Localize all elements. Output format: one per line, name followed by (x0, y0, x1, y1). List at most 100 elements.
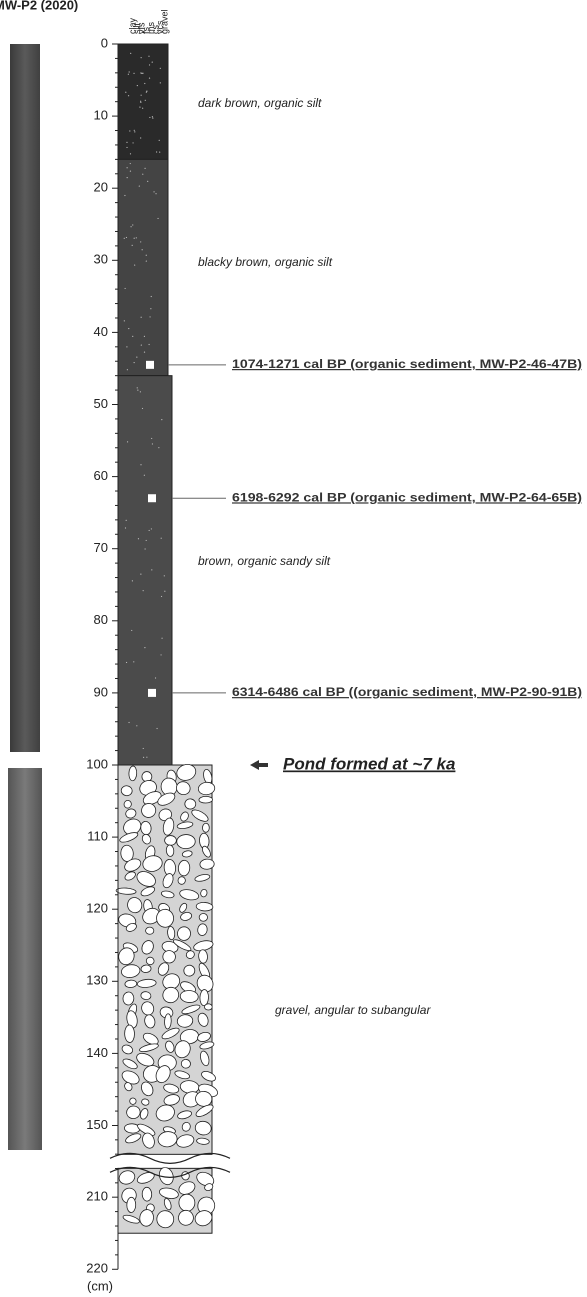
silt-speckle (126, 662, 127, 663)
sample-label: 1074-1271 cal BP (organic sediment, MW-P… (232, 357, 582, 371)
silt-speckle (146, 255, 147, 256)
arrow (250, 760, 268, 770)
silt-speckle (136, 725, 137, 726)
tick-label: 220 (86, 1261, 108, 1276)
depth-axis: 0102030405060708090100110120130140150210… (86, 35, 118, 1275)
core-photo (10, 44, 40, 752)
silt-speckle (142, 249, 143, 250)
silt-speckle (148, 56, 149, 57)
silt-speckle (141, 317, 142, 318)
silt-speckle (130, 153, 131, 154)
grain-size-label: gravel (160, 9, 170, 34)
tick-label: 80 (94, 612, 108, 627)
gravel-clast (199, 796, 213, 803)
silt-speckle (155, 677, 156, 678)
silt-speckle (149, 64, 150, 65)
silt-speckle (124, 238, 125, 239)
silt-speckle (134, 131, 135, 132)
silt-speckle (125, 527, 126, 528)
gravel-clast (146, 927, 154, 934)
silt-speckle (143, 590, 144, 591)
gravel-clast (199, 913, 207, 921)
silt-speckle (126, 147, 127, 148)
layer-description: blacky brown, organic silt (198, 255, 333, 269)
silt-speckle (127, 167, 128, 168)
silt-speckle (128, 328, 129, 329)
silt-speckle (161, 638, 162, 639)
silt-speckle (159, 152, 160, 153)
silt-speckle (134, 264, 135, 265)
sample-marker (146, 361, 154, 369)
tick-label: 50 (94, 396, 108, 411)
silt-speckle (137, 387, 138, 388)
silt-speckle (126, 142, 127, 143)
sample-label: 6314-6486 cal BP ((organic sediment, MW-… (232, 685, 582, 699)
silt-speckle (146, 540, 147, 541)
silt-speckle (161, 596, 162, 597)
tick-label: 30 (94, 252, 108, 267)
silt-speckle (141, 57, 142, 58)
silt-speckle (128, 74, 129, 75)
silt-speckle (150, 308, 151, 309)
silt-speckle (142, 73, 143, 74)
gravel-clast (177, 927, 190, 941)
silt-speckle (146, 91, 147, 92)
gravel-clast (165, 835, 177, 845)
silt-speckle (124, 195, 125, 196)
tick-label: 140 (86, 1045, 108, 1060)
silt-speckle (134, 362, 135, 363)
tick-label: 100 (86, 756, 108, 771)
silt-speckle (129, 130, 130, 131)
layer (118, 376, 172, 765)
gravel-clast (164, 1014, 171, 1029)
gravel-clast (129, 766, 137, 781)
silt-speckle (146, 260, 147, 261)
tick-label: 40 (94, 324, 108, 339)
silt-speckle (132, 245, 133, 246)
silt-speckle (133, 661, 134, 662)
silt-speckle (146, 757, 147, 758)
silt-speckle (156, 728, 157, 729)
silt-speckle (132, 580, 133, 581)
silt-speckle (144, 475, 145, 476)
gravel-clast (127, 1197, 136, 1212)
silt-speckle (127, 441, 128, 442)
pond-annotation: Pond formed at ~7 ka (283, 754, 455, 773)
layer-description: dark brown, organic silt (198, 96, 322, 110)
silt-speckle (133, 73, 134, 74)
gravel-clast (179, 1194, 196, 1212)
silt-speckle (125, 92, 126, 93)
silt-speckle (130, 163, 131, 164)
sample-marker (148, 689, 156, 697)
silt-speckle (161, 419, 162, 420)
gravel-clast (200, 859, 215, 870)
silt-speckle (140, 464, 141, 465)
silt-speckle (149, 117, 150, 118)
silt-speckle (152, 116, 153, 117)
tick-label: 210 (86, 1189, 108, 1204)
silt-speckle (142, 408, 143, 409)
gravel-clast (177, 834, 196, 849)
axis-unit: (cm) (87, 1278, 113, 1293)
silt-speckle (137, 390, 138, 391)
silt-speckle (130, 171, 131, 172)
tick-label: 130 (86, 973, 108, 988)
tick-label: 90 (94, 684, 108, 699)
silt-speckle (159, 140, 160, 141)
silt-speckle (126, 520, 127, 521)
silt-speckle (126, 346, 127, 347)
silt-speckle (144, 168, 145, 169)
gravel-clast (142, 1187, 152, 1201)
silt-speckle (139, 185, 140, 186)
silt-speckle (144, 351, 145, 352)
silt-speckle (164, 591, 165, 592)
silt-speckle (140, 102, 141, 103)
sample-label: 6198-6292 cal BP (organic sediment, MW-P… (232, 490, 582, 504)
silt-speckle (153, 191, 154, 192)
silt-speckle (158, 447, 159, 448)
silt-speckle (151, 528, 152, 529)
silt-speckle (128, 95, 129, 96)
silt-speckle (145, 100, 146, 101)
tick-label: 20 (94, 180, 108, 195)
silt-speckle (155, 193, 156, 194)
